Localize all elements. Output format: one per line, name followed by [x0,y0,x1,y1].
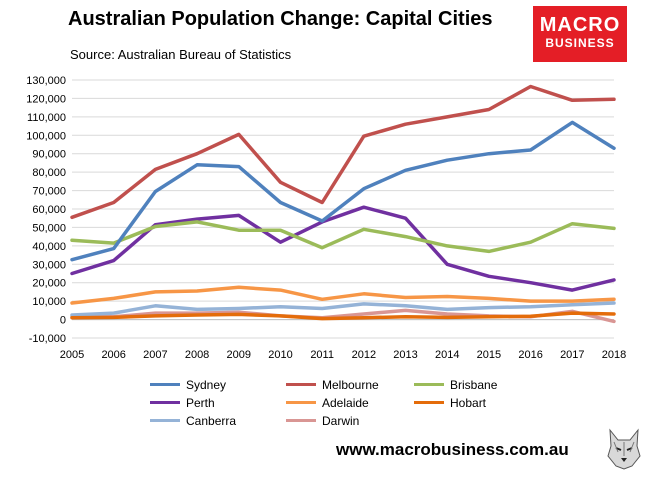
y-tick-label: 0 [60,315,66,327]
x-tick-label: 2011 [310,349,334,361]
x-tick-label: 2010 [268,349,292,361]
y-tick-label: 70,000 [32,186,66,198]
wolf-icon [604,426,644,470]
y-tick-label: -10,000 [29,333,66,345]
series-line-brisbane [70,220,616,254]
website-url[interactable]: www.macrobusiness.com.au [336,440,569,459]
x-tick-label: 2014 [435,349,459,361]
y-tick-label: 50,000 [32,222,66,234]
x-tick-label: 2016 [518,349,542,361]
series-line-melbourne [70,84,616,220]
chart-title: Australian Population Change: Capital Ci… [68,8,493,30]
series-line-canberra [70,301,616,317]
y-tick-label: 80,000 [32,167,66,179]
y-tick-label: 120,000 [26,93,66,105]
chart-source: Source: Australian Bureau of Statistics [70,47,292,62]
x-tick-label: 2006 [101,349,125,361]
x-tick-label: 2005 [60,349,84,361]
y-tick-label: 20,000 [32,278,66,290]
series-line-hobart [70,311,616,321]
series-line-sydney [70,120,616,262]
macrobusiness-logo: MACRO BUSINESS [533,6,627,62]
logo-line-2: BUSINESS [545,36,615,50]
x-tick-label: 2008 [185,349,209,361]
y-tick-label: 100,000 [26,130,66,142]
y-tick-label: 30,000 [32,259,66,271]
x-tick-label: 2015 [477,349,501,361]
y-tick-label: 90,000 [32,149,66,161]
x-tick-label: 2012 [352,349,376,361]
y-tick-label: 60,000 [32,204,66,216]
x-tick-label: 2018 [602,349,626,361]
y-tick-label: 40,000 [32,241,66,253]
y-tick-label: 110,000 [27,112,66,124]
x-tick-label: 2007 [143,349,167,361]
x-tick-label: 2009 [227,349,251,361]
x-tick-label: 2017 [560,349,584,361]
series-line-adelaide [70,285,616,305]
series-line-perth [70,205,616,292]
y-tick-label: 130,000 [26,75,66,87]
logo-line-1: MACRO [539,14,621,36]
x-tick-label: 2013 [393,349,417,361]
y-tick-label: 10,000 [32,296,66,308]
